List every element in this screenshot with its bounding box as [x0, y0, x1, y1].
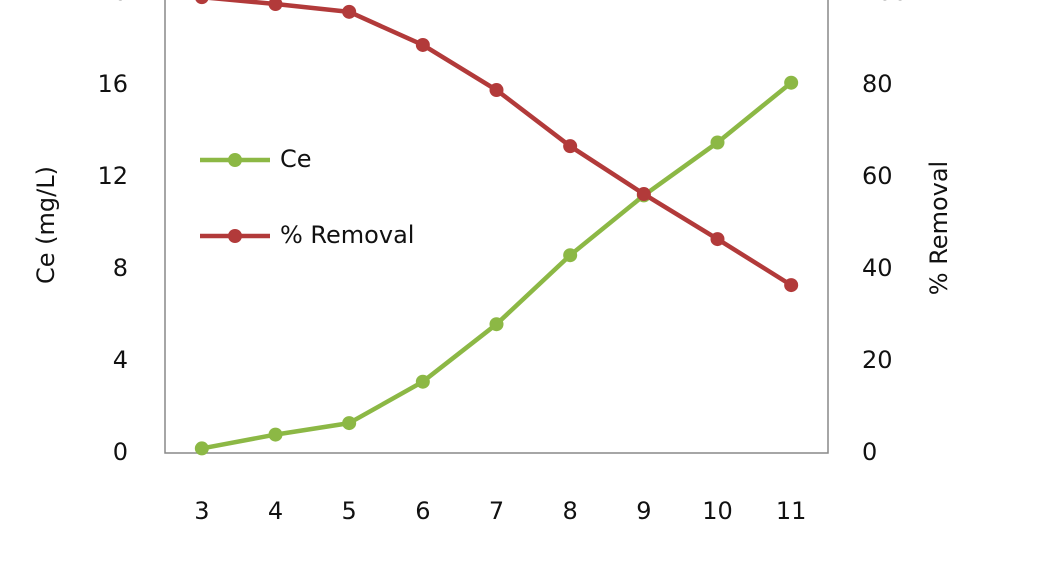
- x-tick-label: 4: [268, 497, 283, 525]
- data-point: [194, 441, 209, 456]
- legend-marker: [228, 153, 242, 167]
- y-tick-label: 8: [113, 254, 128, 282]
- x-tick-label: 11: [776, 497, 807, 525]
- data-point: [489, 317, 504, 332]
- data-point: [489, 83, 504, 98]
- data-point: [342, 416, 357, 431]
- y-tick-label: 0: [113, 438, 128, 466]
- y2-tick-label: 60: [862, 162, 893, 190]
- series-line: [201, 80, 793, 451]
- y-tick-label: 16: [97, 70, 128, 98]
- x-tick-label: 7: [489, 497, 504, 525]
- legend-marker: [228, 229, 242, 243]
- data-point: [415, 37, 430, 52]
- y2-tick-label: 40: [862, 254, 893, 282]
- plot-frame: [164, 0, 829, 454]
- y-tick-label: 12: [97, 162, 128, 190]
- data-point: [563, 139, 578, 154]
- x-tick-label: 9: [636, 497, 651, 525]
- y2-tick-label: 0: [862, 438, 877, 466]
- data-point: [784, 75, 799, 90]
- x-tick-label: 6: [415, 497, 430, 525]
- y-tick-label: 20: [97, 0, 128, 6]
- x-tick-label: 10: [702, 497, 733, 525]
- y2-axis-title: % Removal: [925, 161, 953, 295]
- y-axis-title: Ce (mg/L): [32, 166, 60, 284]
- data-point: [415, 374, 430, 389]
- data-point: [268, 427, 283, 442]
- x-tick-label: 5: [342, 497, 357, 525]
- y2-tick-label: 100: [862, 0, 908, 6]
- legend-label: Ce: [280, 145, 312, 173]
- data-point: [563, 248, 578, 263]
- y-tick-label: 4: [113, 346, 128, 374]
- data-point: [342, 4, 357, 19]
- data-point: [268, 0, 283, 12]
- data-point: [636, 187, 651, 202]
- legend-label: % Removal: [280, 221, 414, 249]
- data-point: [710, 135, 725, 150]
- y2-tick-label: 20: [862, 346, 893, 374]
- x-tick-label: 8: [563, 497, 578, 525]
- x-tick-label: 3: [194, 497, 209, 525]
- data-point: [195, 0, 209, 5]
- data-point: [784, 278, 799, 293]
- data-point: [710, 232, 725, 247]
- y2-tick-label: 80: [862, 70, 893, 98]
